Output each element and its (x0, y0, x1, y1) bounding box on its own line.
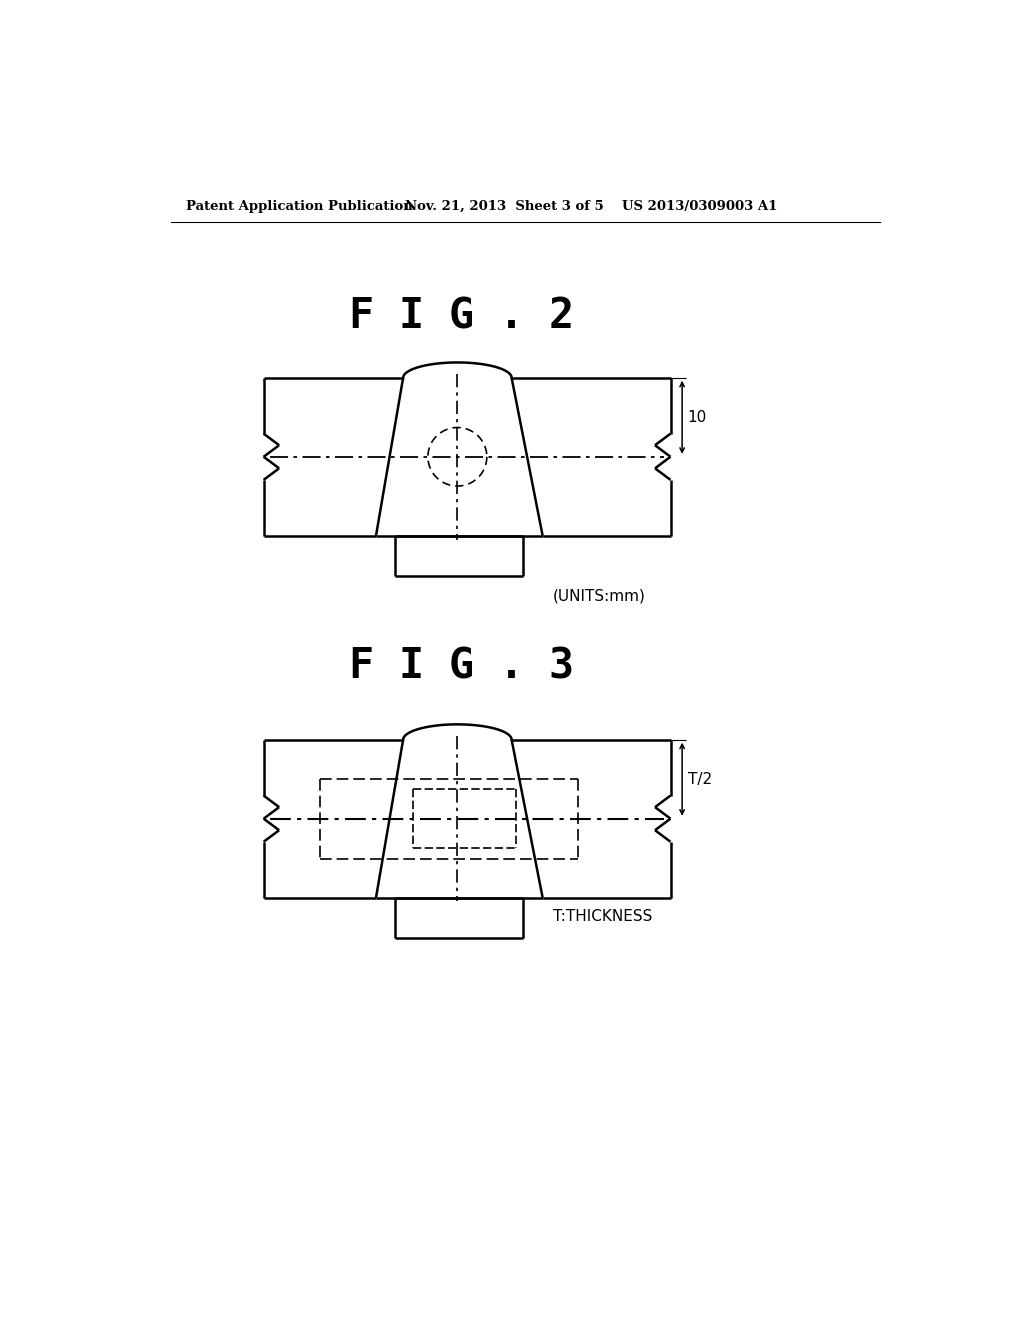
Text: T:THICKNESS: T:THICKNESS (553, 909, 652, 924)
Text: Nov. 21, 2013  Sheet 3 of 5: Nov. 21, 2013 Sheet 3 of 5 (406, 199, 604, 213)
Text: US 2013/0309003 A1: US 2013/0309003 A1 (623, 199, 778, 213)
Text: 10: 10 (687, 409, 707, 425)
Text: (UNITS:mm): (UNITS:mm) (553, 589, 645, 603)
Text: T/2: T/2 (687, 772, 712, 787)
Text: F I G . 3: F I G . 3 (349, 645, 573, 688)
Text: Patent Application Publication: Patent Application Publication (186, 199, 413, 213)
Text: F I G . 2: F I G . 2 (349, 296, 573, 337)
